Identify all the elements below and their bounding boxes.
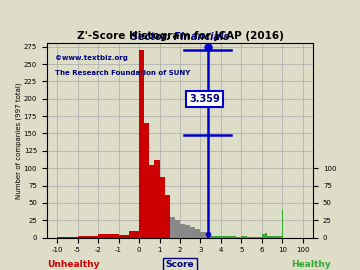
Title: Z'-Score Histogram for JCAP (2016): Z'-Score Histogram for JCAP (2016) bbox=[77, 31, 283, 41]
Bar bbox=[118, 235, 129, 238]
Text: 3.359: 3.359 bbox=[189, 94, 220, 104]
Y-axis label: Number of companies (997 total): Number of companies (997 total) bbox=[16, 82, 22, 199]
Bar bbox=[221, 235, 226, 238]
Bar bbox=[154, 160, 159, 238]
Bar bbox=[149, 165, 154, 238]
Bar bbox=[272, 236, 277, 238]
Bar bbox=[144, 123, 149, 238]
Bar bbox=[265, 233, 267, 238]
Bar bbox=[277, 236, 283, 238]
Text: The Research Foundation of SUNY: The Research Foundation of SUNY bbox=[55, 70, 190, 76]
Bar bbox=[195, 229, 201, 238]
Bar bbox=[216, 236, 221, 238]
Text: Unhealthy: Unhealthy bbox=[47, 260, 99, 269]
Bar bbox=[185, 225, 190, 238]
Bar bbox=[206, 234, 211, 238]
Bar bbox=[262, 234, 265, 238]
Text: Healthy: Healthy bbox=[292, 260, 331, 269]
Bar bbox=[175, 220, 180, 238]
Bar bbox=[159, 177, 165, 238]
Bar bbox=[170, 217, 175, 238]
Bar bbox=[98, 234, 118, 238]
Bar bbox=[201, 232, 206, 238]
Bar bbox=[226, 236, 231, 238]
Bar bbox=[190, 227, 195, 238]
Text: Sector: Financials: Sector: Financials bbox=[131, 32, 229, 42]
Bar bbox=[77, 236, 98, 238]
Bar bbox=[247, 237, 252, 238]
Bar bbox=[257, 237, 262, 238]
Bar bbox=[231, 236, 237, 238]
Text: ©www.textbiz.org: ©www.textbiz.org bbox=[55, 55, 128, 61]
Bar bbox=[165, 195, 170, 238]
Bar bbox=[242, 236, 247, 238]
Bar bbox=[129, 231, 139, 238]
Bar bbox=[267, 235, 272, 238]
Bar bbox=[252, 237, 257, 238]
Text: Score: Score bbox=[166, 260, 194, 269]
Bar bbox=[237, 237, 242, 238]
Bar bbox=[180, 224, 185, 238]
Bar bbox=[139, 50, 144, 238]
Bar bbox=[211, 235, 216, 238]
Bar bbox=[57, 237, 77, 238]
